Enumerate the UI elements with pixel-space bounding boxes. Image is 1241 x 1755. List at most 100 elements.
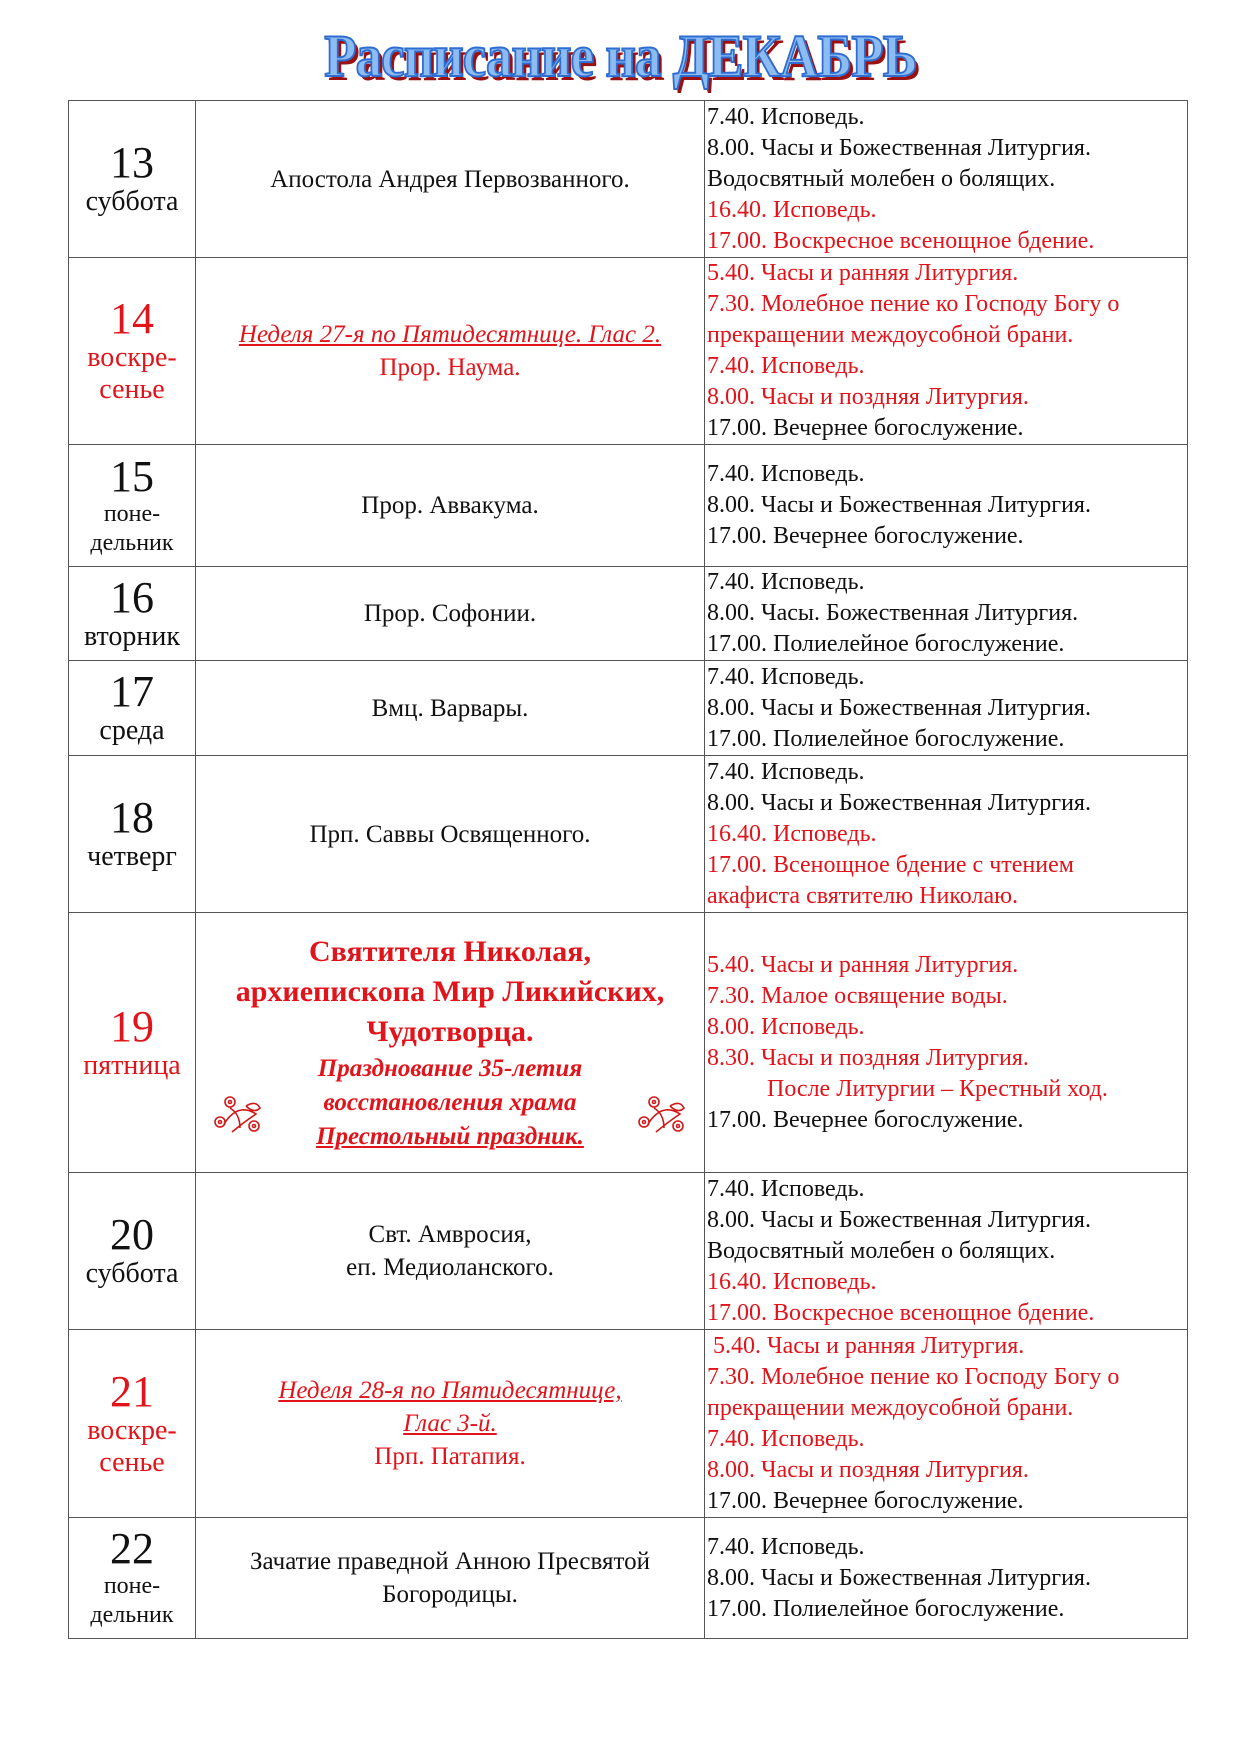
date-cell: 16 вторник — [68, 566, 196, 661]
feast-line: Глас 3-й. — [403, 1410, 497, 1437]
weekday: дельник — [90, 1602, 174, 1628]
service-line: 17.00. Всенощное бдение с чтением — [707, 851, 1074, 878]
feast-line: Богородицы. — [382, 1581, 518, 1608]
feast-line: восстановления храма — [323, 1088, 577, 1116]
schedule-row: 21 воскре-сенье Неделя 28-я по Пятидесятни… — [68, 1329, 1188, 1518]
weekday: поне- — [103, 1573, 161, 1599]
feast-line: Вмц. Варвары. — [371, 694, 529, 722]
feast-cell: Святителя Николая, архиепископа Мир Ликий… — [195, 912, 705, 1173]
date-cell: 20 суббота — [68, 1172, 196, 1330]
service-line: 8.00. Часы и Божественная Литургия. — [707, 694, 1091, 721]
day-number: 16 — [110, 572, 154, 622]
schedule-row: 20 суббота Свт. Амвросия, еп. Медиоланского… — [68, 1172, 1188, 1330]
schedule-row: 16 вторник Прор. Софонии. 7.40. Исповедь. 8.… — [68, 566, 1188, 661]
weekday: сенье — [99, 1446, 165, 1478]
schedule-row: 19 пятница Святителя Николая, архиепископа … — [68, 912, 1188, 1173]
service-line: 17.00. Полиелейное богослужение. — [707, 725, 1065, 752]
service-line: 7.40. Исповедь. — [707, 1533, 865, 1560]
day-number: 14 — [110, 294, 154, 343]
service-line: 17.00. Воскресное всенощное бдение. — [707, 1299, 1095, 1326]
date-cell: 21 воскре-сенье — [68, 1329, 196, 1518]
feast-line: Зачатие праведной Анною Пресвятой — [250, 1548, 650, 1575]
schedule-row: 17 среда Вмц. Варвары. 7.40. Исповедь. 8.00.… — [68, 660, 1188, 756]
feast-line: Неделя 28-я по Пятидесятнице, — [278, 1377, 622, 1404]
service-line: 8.00. Часы и поздняя Литургия. — [707, 384, 1029, 410]
services-cell: 7.40. Исповедь. 8.00. Часы и Божественная… — [704, 444, 1188, 567]
feast-line: Чудотворца. — [366, 1014, 534, 1048]
services-cell: 5.40. Часы и ранняя Литургия. 7.30. Молеб… — [704, 1329, 1188, 1518]
date-cell: 15 поне-дельник — [68, 444, 196, 567]
service-line: 8.00. Часы. Божественная Литургия. — [707, 600, 1079, 626]
services-cell: 5.40. Часы и ранняя Литургия. 7.30. Молеб… — [704, 257, 1188, 445]
feast-cell: Прор. Аввакума. — [195, 444, 705, 567]
service-line: 7.40. Исповедь. — [707, 1425, 865, 1452]
feast-line: Апостола Андрея Первозванного. — [270, 165, 630, 193]
service-line: 5.40. Часы и ранняя Литургия. — [713, 1332, 1025, 1359]
feast-line: Прор. Софонии. — [363, 600, 537, 627]
service-line: 8.00. Часы и Божественная Литургия. — [707, 789, 1091, 816]
service-line: 7.40. Исповедь. — [707, 461, 865, 487]
date-cell: 19 пятница — [68, 912, 196, 1173]
feast-cell: Вмц. Варвары. — [195, 660, 705, 756]
weekday: суббота — [85, 186, 179, 217]
page-title: Расписание на ДЕКАБРЬ — [323, 22, 918, 90]
feast-cell: Апостола Андрея Первозванного. — [195, 100, 705, 258]
date-cell: 22 поне-дельник — [68, 1517, 196, 1639]
service-line: 7.30. Молебное пение ко Господу Богу о — [707, 291, 1120, 317]
weekday: суббота — [85, 1258, 179, 1289]
weekday: дельник — [90, 529, 174, 556]
service-line: 17.00. Вечернее богослужение. — [707, 1487, 1024, 1514]
schedule-row: 14 воскре-сенье Неделя 27-я по Пятидесятни… — [68, 257, 1188, 445]
service-line: 16.40. Исповедь. — [707, 196, 877, 223]
service-line: 7.40. Исповедь. — [707, 663, 865, 690]
weekday: воскре- — [87, 1414, 177, 1446]
date-cell: 13 суббота — [68, 100, 196, 258]
services-cell: 7.40. Исповедь. 8.00. Часы и Божественная… — [704, 100, 1188, 258]
service-line: 5.40. Часы и ранняя Литургия. — [707, 951, 1019, 978]
day-number: 21 — [110, 1366, 154, 1416]
feast-cell: Прп. Саввы Освященного. — [195, 755, 705, 913]
feast-line: Прор. Наума. — [379, 354, 521, 381]
date-cell: 18 четверг — [68, 755, 196, 913]
weekday: сенье — [99, 374, 165, 405]
schedule-row: 15 поне-дельник Прор. Аввакума. 7.40. Испов… — [68, 444, 1188, 567]
service-line: 8.00. Часы и Божественная Литургия. — [707, 1206, 1091, 1233]
service-line: 7.40. Исповедь. — [707, 1175, 865, 1202]
service-line: Водосвятный молебен о болящих. — [707, 1237, 1056, 1264]
service-line: 7.40. Исповедь. — [707, 758, 865, 785]
schedule-table: 13 суббота Апостола Андрея Первозванного. 7… — [68, 100, 1188, 1639]
day-number: 13 — [110, 138, 154, 187]
service-line: 8.00. Часы и Божественная Литургия. — [707, 1564, 1091, 1591]
feast-cell: Неделя 27-я по Пятидесятнице. Глас 2. Про… — [195, 257, 705, 445]
day-number: 19 — [110, 1001, 154, 1051]
service-line: 7.40. Исповедь. — [707, 353, 865, 379]
feast-line: Неделя 27-я по Пятидесятнице. Глас 2. — [238, 321, 662, 348]
feast-line: Прор. Аввакума. — [361, 492, 539, 519]
service-line: 8.00. Часы и Божественная Литургия. — [707, 134, 1091, 161]
service-line: 8.00. Исповедь. — [707, 1013, 865, 1040]
services-cell: 7.40. Исповедь. 8.00. Часы. Божественная … — [704, 566, 1188, 661]
service-line: 7.30. Малое освящение воды. — [707, 982, 1008, 1009]
service-line: 8.30. Часы и поздняя Литургия. — [707, 1044, 1029, 1071]
feast-line: архиепископа Мир Ликийских, — [235, 974, 665, 1008]
feast-cell: Прор. Софонии. — [195, 566, 705, 661]
day-number: 22 — [110, 1524, 154, 1573]
service-line: прекращении междоусобной брани. — [707, 1394, 1074, 1421]
service-line: 17.00. Воскресное всенощное бдение. — [707, 227, 1095, 254]
day-number: 15 — [110, 451, 154, 501]
services-cell: 7.40. Исповедь. 8.00. Часы и Божественная… — [704, 1172, 1188, 1330]
floral-ornament-icon — [634, 1092, 690, 1136]
schedule-row: 13 суббота Апостола Андрея Первозванного. 7… — [68, 100, 1188, 258]
weekday: поне- — [103, 500, 161, 527]
service-line: После Литургии – Крестный ход. — [767, 1075, 1108, 1102]
feast-line: Свт. Амвросия, — [368, 1221, 532, 1248]
service-line: 8.00. Часы и Божественная Литургия. — [707, 492, 1091, 518]
feast-line: Престольный праздник. — [316, 1122, 584, 1150]
day-number: 20 — [110, 1210, 154, 1259]
service-line: 16.40. Исповедь. — [707, 1268, 877, 1295]
services-cell: 7.40. Исповедь. 8.00. Часы и Божественная… — [704, 755, 1188, 913]
service-line: 16.40. Исповедь. — [707, 820, 877, 847]
service-line: 5.40. Часы и ранняя Литургия. — [707, 260, 1019, 286]
feast-line: Прп. Патапия. — [374, 1443, 526, 1470]
weekday: вторник — [84, 620, 180, 652]
